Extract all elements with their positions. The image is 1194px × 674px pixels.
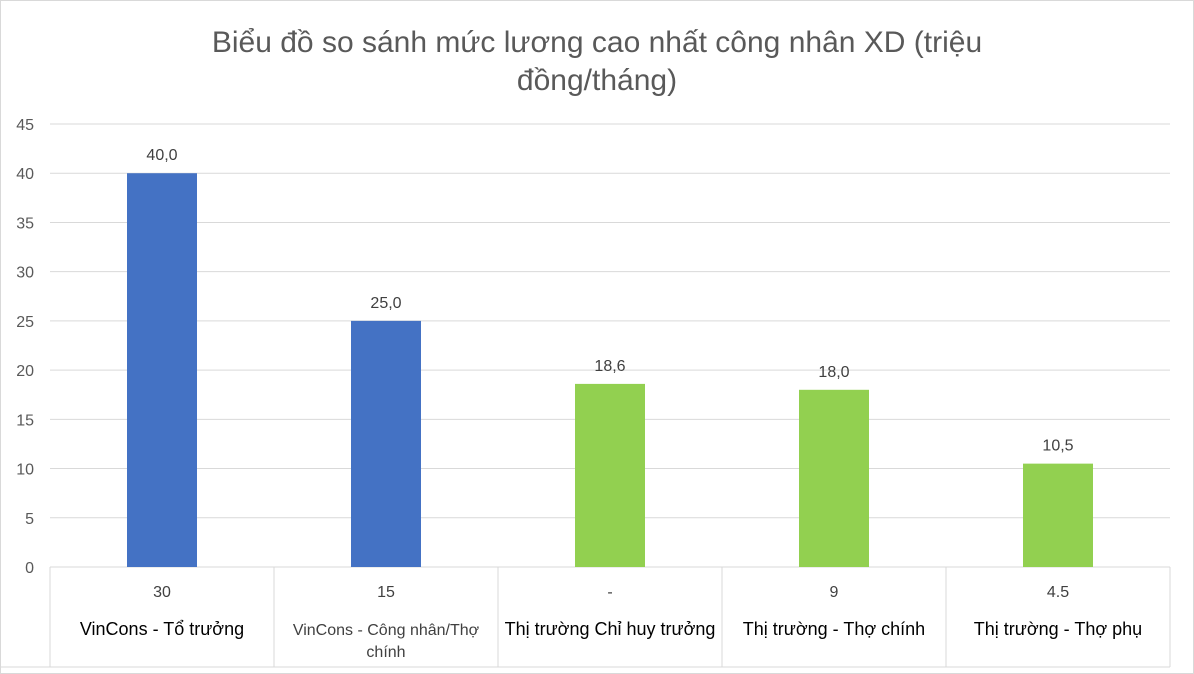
chart-title: Biểu đồ so sánh mức lương cao nhất công … (212, 26, 982, 59)
category-table: 30 VinCons - Tổ trưởng 15 VinCons - Công nh… (1, 567, 1171, 668)
data-labels: 40,0 25,0 18,6 18,0 10,5 (146, 147, 1073, 454)
data-label: 40,0 (146, 147, 177, 164)
y-tick-label: 45 (16, 117, 34, 134)
y-tick-label: 35 (16, 215, 34, 232)
data-label: 10,5 (1042, 438, 1073, 455)
bar (1023, 463, 1093, 567)
y-tick-label: 20 (16, 363, 34, 380)
category-sublabel: - (607, 584, 612, 601)
y-tick-label: 5 (25, 511, 34, 528)
bar (351, 320, 421, 567)
data-label: 18,0 (818, 364, 849, 381)
y-tick-label: 15 (16, 412, 34, 429)
data-label: 25,0 (370, 295, 401, 312)
category-label: VinCons - Công nhân/Thợ (293, 622, 480, 639)
category-sublabel: 4.5 (1047, 584, 1069, 601)
y-tick-label: 25 (16, 314, 34, 331)
category-sublabel: 30 (153, 584, 171, 601)
data-label: 18,6 (594, 358, 625, 375)
category-label: Thị trường - Thợ phụ (974, 619, 1142, 639)
gridlines (50, 123, 1170, 568)
bar (127, 173, 197, 567)
y-axis: 0 5 10 15 20 25 30 35 40 45 (16, 117, 34, 577)
category-sublabel: 9 (830, 584, 839, 601)
y-tick-label: 0 (25, 560, 34, 577)
y-tick-label: 10 (16, 462, 34, 479)
category-label: chính (366, 644, 405, 661)
y-tick-label: 30 (16, 265, 34, 282)
category-label: Thị trường - Thợ chính (743, 619, 925, 639)
bar (799, 389, 869, 567)
bar (575, 383, 645, 567)
category-sublabel: 15 (377, 584, 395, 601)
bars (127, 173, 1093, 567)
y-tick-label: 40 (16, 166, 34, 183)
category-label: Thị trường Chỉ huy trưởng (505, 619, 716, 639)
category-label: VinCons - Tổ trưởng (80, 619, 244, 639)
chart-title-line2: đồng/tháng) (517, 64, 677, 97)
